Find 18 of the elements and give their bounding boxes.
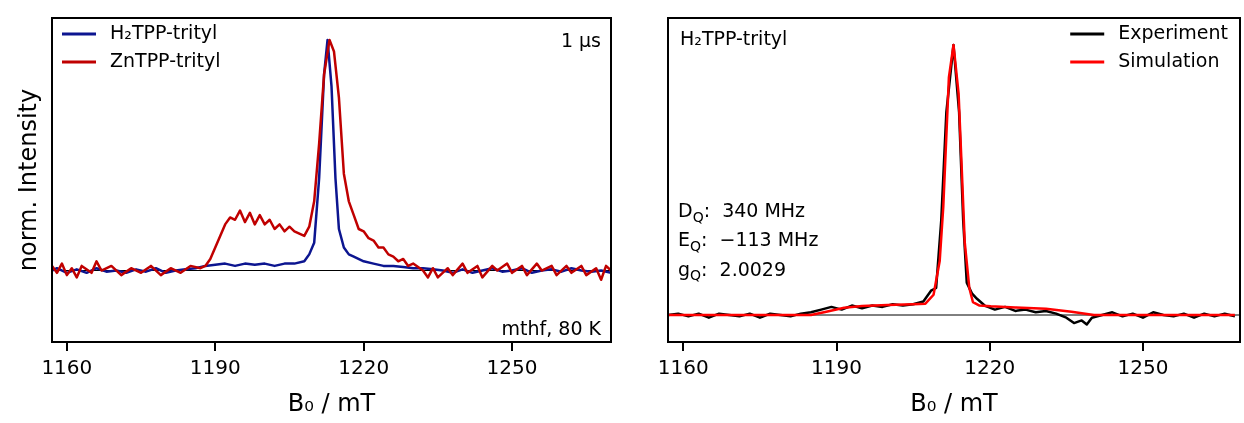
x-tick-label: 1250	[1117, 355, 1169, 380]
x-axis-title: B₀ / mT	[910, 388, 999, 417]
x-tick-label: 1220	[964, 355, 1016, 380]
x-axis-title: B₀ / mT	[287, 388, 376, 417]
legend-label: Experiment	[1118, 20, 1228, 43]
x-tick-label: 1160	[41, 355, 93, 380]
legend-label: ZnTPP-trityl	[110, 48, 221, 71]
legend-label: H₂TPP-trityl	[110, 20, 218, 43]
x-tick-label: 1250	[486, 355, 538, 380]
annotation: H₂TPP-trityl	[680, 26, 788, 49]
text: mthf, 80 K	[501, 316, 602, 339]
x-tick-label: 1220	[338, 355, 390, 380]
legend-label: Simulation	[1118, 48, 1220, 71]
annotation: 1 μs	[560, 28, 602, 51]
x-tick-label: 1160	[657, 355, 709, 380]
x-tick-label: 1190	[811, 355, 862, 380]
x-tick-label: 1190	[189, 355, 241, 380]
y-axis-title: norm. Intensity	[14, 88, 43, 272]
